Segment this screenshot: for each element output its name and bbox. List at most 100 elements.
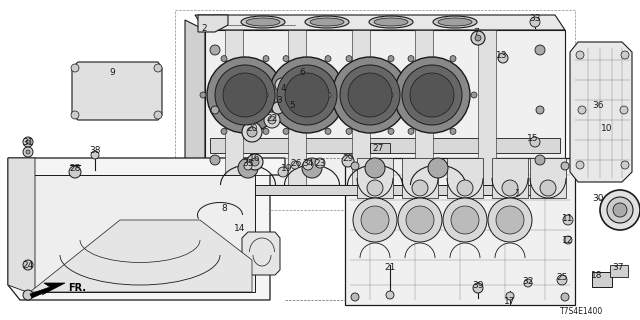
Bar (592, 272, 612, 287)
Circle shape (621, 161, 629, 169)
Circle shape (272, 102, 284, 114)
Polygon shape (185, 20, 205, 185)
Circle shape (211, 106, 219, 114)
Circle shape (530, 137, 540, 147)
Bar (175, 10, 575, 210)
Circle shape (450, 128, 456, 134)
Text: 33: 33 (529, 13, 541, 22)
Circle shape (351, 293, 359, 301)
Circle shape (408, 128, 414, 134)
Circle shape (244, 162, 252, 170)
Circle shape (277, 65, 337, 125)
Ellipse shape (241, 16, 285, 28)
Polygon shape (345, 158, 575, 305)
Circle shape (353, 198, 397, 242)
Circle shape (607, 197, 633, 223)
Circle shape (268, 116, 276, 124)
Ellipse shape (369, 16, 413, 28)
Circle shape (451, 206, 479, 234)
Text: 15: 15 (527, 133, 539, 142)
Circle shape (291, 161, 299, 169)
Bar (530, 158, 566, 198)
Circle shape (576, 161, 584, 169)
Circle shape (450, 56, 456, 62)
Bar (415, 30, 433, 185)
Text: 25: 25 (556, 274, 568, 283)
Circle shape (409, 92, 415, 98)
Circle shape (386, 291, 394, 299)
Circle shape (69, 166, 81, 178)
Circle shape (346, 92, 352, 98)
Bar (610, 265, 628, 277)
Text: 18: 18 (591, 270, 603, 279)
Circle shape (285, 107, 295, 117)
Circle shape (620, 106, 628, 114)
Polygon shape (25, 175, 255, 292)
Text: 1: 1 (515, 188, 521, 197)
Circle shape (564, 236, 572, 244)
Circle shape (262, 92, 268, 98)
Circle shape (475, 35, 481, 41)
Circle shape (269, 57, 345, 133)
Circle shape (457, 180, 473, 196)
Text: 28: 28 (69, 164, 81, 172)
Bar (370, 143, 390, 153)
Circle shape (488, 198, 532, 242)
Circle shape (410, 73, 454, 117)
Circle shape (223, 73, 267, 117)
Text: 3: 3 (276, 95, 282, 105)
Circle shape (91, 151, 99, 159)
Text: 24: 24 (22, 260, 34, 269)
Bar (352, 30, 370, 185)
Text: 20: 20 (246, 124, 258, 132)
Circle shape (292, 72, 304, 84)
Text: 2: 2 (201, 23, 207, 33)
Circle shape (340, 65, 400, 125)
Bar (288, 30, 306, 185)
Circle shape (283, 56, 289, 62)
Circle shape (600, 190, 640, 230)
Circle shape (524, 279, 532, 287)
Text: 31: 31 (22, 138, 34, 147)
Circle shape (283, 128, 289, 134)
Circle shape (365, 158, 385, 178)
Polygon shape (570, 42, 632, 182)
Circle shape (443, 198, 487, 242)
Ellipse shape (305, 16, 349, 28)
Circle shape (576, 51, 584, 59)
Circle shape (428, 158, 448, 178)
Circle shape (71, 64, 79, 72)
Text: 19: 19 (281, 164, 292, 172)
Circle shape (154, 64, 162, 72)
Circle shape (302, 158, 322, 178)
Text: 5: 5 (289, 100, 295, 109)
Circle shape (557, 275, 567, 285)
Text: 6: 6 (299, 68, 305, 76)
Circle shape (325, 92, 331, 98)
Circle shape (348, 73, 392, 117)
Circle shape (498, 53, 508, 63)
Text: 39: 39 (472, 281, 484, 290)
Circle shape (23, 147, 33, 157)
Text: 37: 37 (612, 263, 624, 273)
Circle shape (346, 128, 352, 134)
Circle shape (23, 290, 33, 300)
Circle shape (325, 128, 331, 134)
Bar (210, 138, 560, 153)
Circle shape (563, 215, 573, 225)
Text: 10: 10 (601, 124, 612, 132)
Text: 35: 35 (243, 158, 253, 167)
Circle shape (238, 158, 258, 178)
Bar (492, 158, 528, 198)
Circle shape (613, 203, 627, 217)
Circle shape (471, 31, 485, 45)
Circle shape (263, 128, 269, 134)
Circle shape (221, 56, 227, 62)
Text: 32: 32 (522, 277, 534, 286)
Circle shape (387, 92, 393, 98)
Circle shape (561, 293, 569, 301)
Bar (357, 158, 393, 198)
Text: 27: 27 (372, 143, 384, 153)
Circle shape (284, 92, 290, 98)
Text: 23: 23 (314, 158, 326, 167)
